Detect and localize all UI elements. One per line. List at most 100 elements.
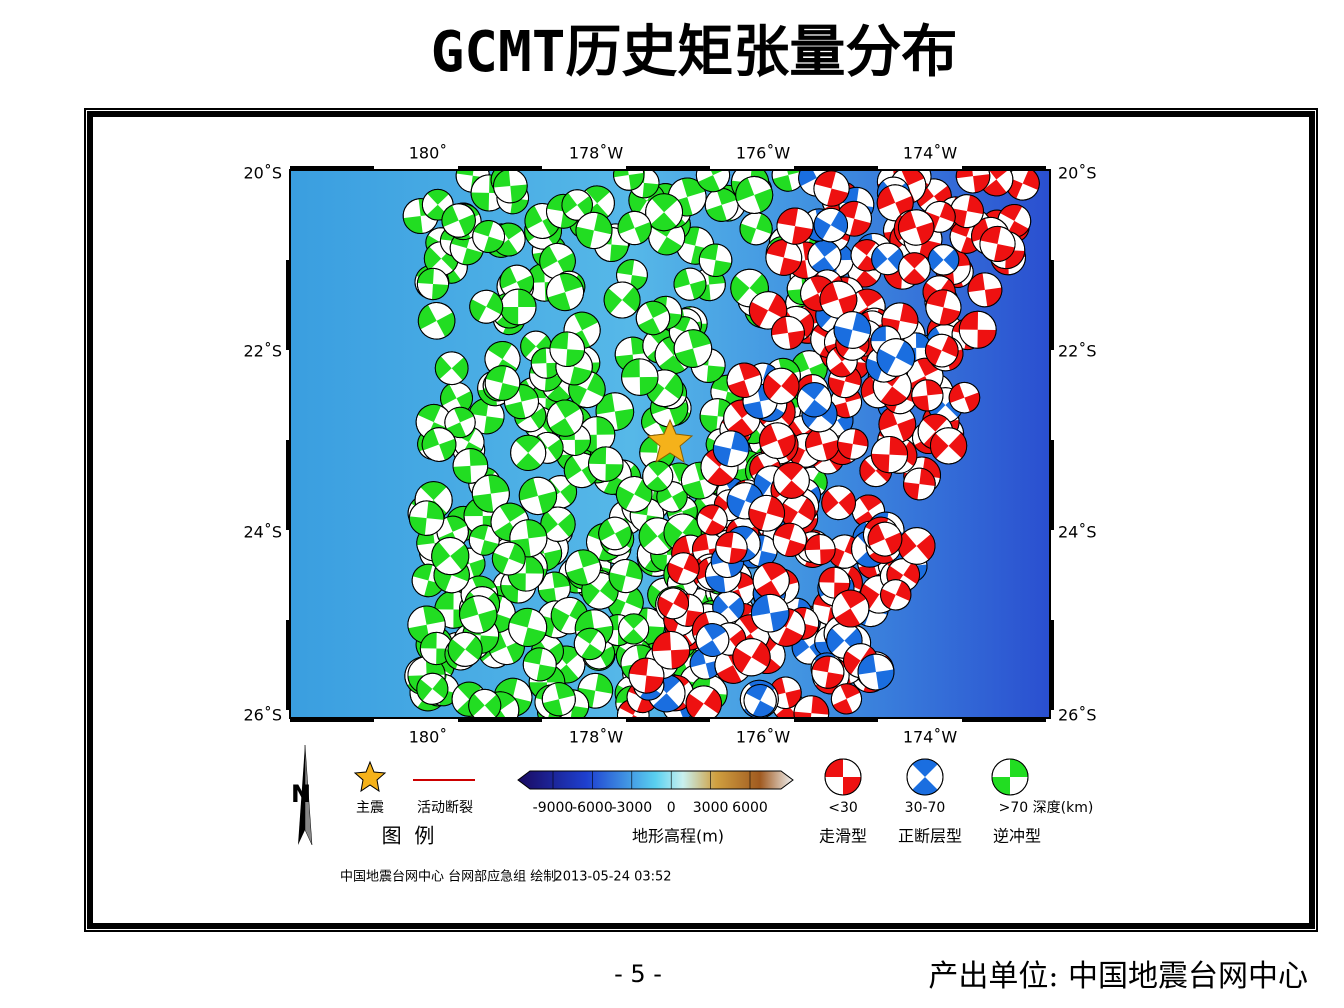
ball-edge [770, 315, 805, 350]
lon-label-top: 174˚W [903, 144, 958, 163]
ball-edge [818, 566, 851, 599]
ball-lobe [999, 204, 1029, 238]
ball-lobe [778, 462, 805, 499]
beach-ball [811, 655, 845, 689]
ball-edge [695, 170, 731, 193]
ball-lobe [697, 170, 729, 192]
lon-label-top: 178˚W [569, 144, 624, 163]
ball-lobe [699, 244, 732, 277]
beach-ball [628, 657, 665, 694]
ball-edge [509, 519, 548, 558]
ball-lobe [641, 408, 673, 436]
beach-ball [770, 315, 805, 350]
ball-lobe [431, 541, 469, 571]
ball-edge [979, 225, 1016, 263]
lat-label-left: 26˚S [243, 706, 282, 725]
ball-lobe [408, 606, 445, 644]
ball-lobe [546, 194, 581, 229]
ball-lobe [581, 576, 619, 606]
ball-edge [712, 430, 750, 468]
ball-lobe [494, 678, 532, 717]
beach-ball [598, 516, 632, 551]
ball-lobe [771, 316, 805, 350]
ball-lobe [837, 428, 869, 460]
ball-lobe [540, 511, 576, 538]
outer-frame [84, 108, 1318, 932]
ball-lobe [453, 448, 488, 484]
ball-lobe [485, 365, 520, 401]
beach-ball [651, 631, 691, 670]
beach-ball [575, 211, 613, 250]
mainshock-star [646, 418, 694, 464]
ball-lobe [805, 534, 836, 565]
ball-edge [830, 683, 863, 715]
beach-ball [750, 593, 790, 633]
ball-lobe [950, 194, 984, 228]
beach-ball [613, 170, 645, 191]
ball-edge [813, 170, 850, 207]
beach-ball [876, 338, 916, 377]
lon-label-bottom: 178˚W [569, 728, 624, 747]
beach-ball [752, 562, 790, 600]
beach-ball [967, 272, 1003, 308]
beach-ball [444, 406, 476, 439]
frame-bar [794, 717, 878, 722]
ball-edge [642, 460, 674, 492]
beach-ball [522, 647, 557, 682]
ball-lobe [575, 212, 613, 249]
ball-lobe [967, 273, 1002, 307]
ball-lobe [504, 384, 538, 419]
ball-lobe [468, 693, 501, 718]
ball-lobe [613, 170, 644, 191]
ball-lobe [469, 292, 503, 322]
ball-lobe [616, 259, 648, 291]
ball-lobe [674, 329, 712, 368]
ball-lobe [935, 249, 971, 285]
focal-mechanisms [402, 170, 1040, 718]
ball-edge [575, 211, 613, 250]
ball-lobe [549, 331, 585, 367]
ball-lobe [616, 478, 652, 510]
ball-lobe [766, 239, 802, 276]
ball-lobe [667, 553, 700, 584]
beach-ball [452, 448, 489, 484]
ball-lobe [519, 477, 557, 514]
beach-ball [833, 311, 872, 349]
beach-ball [804, 534, 836, 566]
beach-ball [564, 549, 602, 586]
beach-ball [499, 288, 537, 326]
beach-ball [642, 460, 674, 492]
ball-edge [991, 758, 1029, 796]
ball-lobe [748, 496, 785, 531]
ball-edge [867, 521, 903, 557]
beach-ball [657, 587, 690, 620]
ball-edge [748, 494, 786, 532]
ball-lobe [878, 407, 916, 442]
ball-lobe [711, 375, 744, 409]
ball-edge [667, 552, 700, 585]
ball-lobe [639, 435, 675, 471]
ball-edge [927, 244, 960, 276]
ball-lobe [898, 531, 936, 560]
ball-lobe [440, 384, 473, 413]
ball-lobe [911, 379, 943, 411]
ball-lobe [531, 348, 562, 379]
ball-lobe [418, 304, 455, 337]
ball-lobe [792, 633, 827, 661]
beach-ball [416, 267, 450, 301]
ball-lobe [751, 594, 789, 632]
beach-ball [715, 531, 748, 564]
ball-lobe [652, 631, 690, 670]
frame-bar [290, 166, 374, 171]
lat-label-right: 22˚S [1058, 342, 1097, 361]
beach-ball [880, 579, 912, 611]
ball-edge [546, 399, 584, 437]
ball-edge [833, 311, 872, 349]
beach-ball [447, 631, 483, 667]
ball-lobe [980, 226, 1015, 262]
ball-lobe [825, 759, 861, 795]
ball-edge [739, 679, 779, 718]
ball-lobe [777, 208, 813, 245]
ball-edge [651, 631, 691, 670]
ball-lobe [607, 586, 644, 619]
